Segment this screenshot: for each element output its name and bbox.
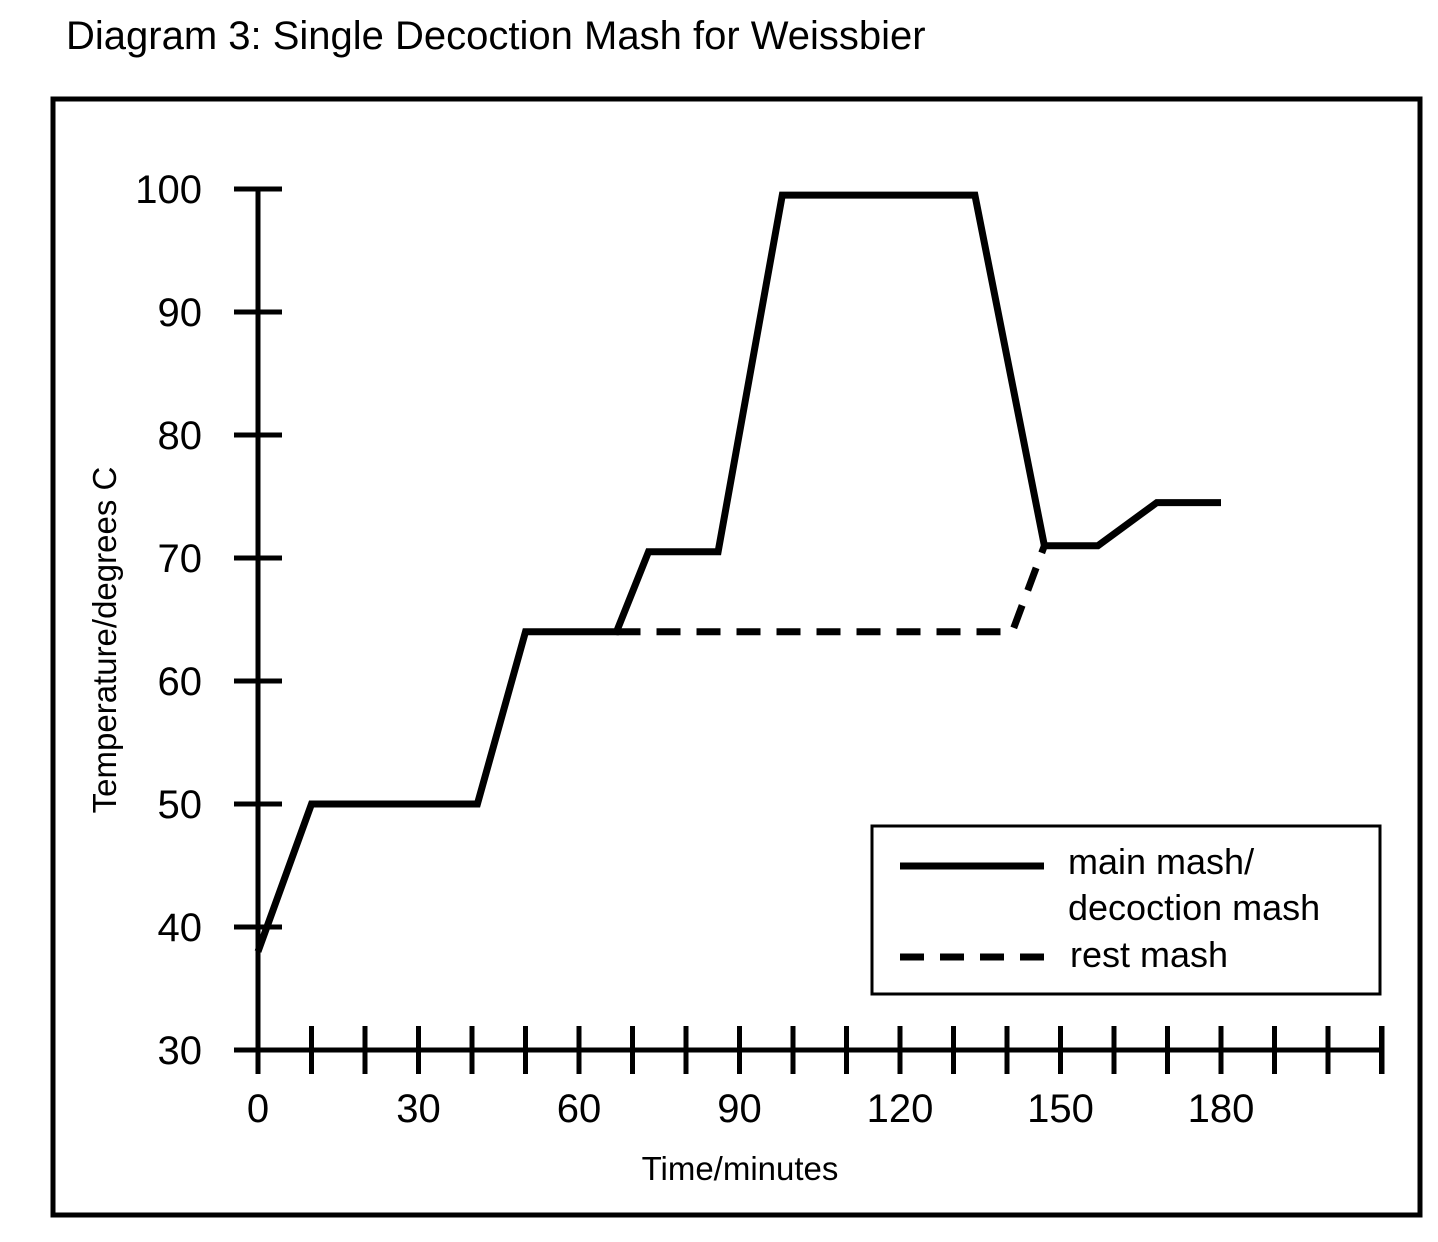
y-tick-label: 80 [158, 414, 203, 458]
x-tick-label: 60 [557, 1087, 602, 1131]
legend-label-rest-mash: rest mash [1070, 934, 1228, 975]
chart-frame [50, 96, 1423, 1218]
y-tick-label: 70 [158, 537, 203, 581]
legend-label-main-mash-line1: main mash/ [1068, 841, 1254, 882]
legend: main mash/ decoction mash rest mash [870, 824, 1382, 996]
axes: 30 40 50 60 70 80 90 100 0 30 60 90 120 150 180 Time/mi… [86, 168, 1385, 1187]
y-tick-label: 100 [135, 168, 202, 212]
legend-box [870, 824, 1382, 996]
y-axis-label: Temperature/degrees C [86, 467, 123, 814]
x-axis-label: Time/minutes [642, 1150, 839, 1187]
y-tick-label: 60 [158, 660, 203, 704]
y-tick-label: 50 [158, 783, 203, 827]
x-tick-label: 150 [1027, 1087, 1094, 1131]
x-tick-label: 180 [1188, 1087, 1255, 1131]
y-tick-label: 90 [158, 291, 203, 335]
y-tick-label: 30 [158, 1029, 203, 1073]
x-tick-label: 30 [396, 1087, 441, 1131]
y-tick-label: 40 [158, 906, 203, 950]
series-line-rest-mash [616, 544, 1048, 636]
series-layer [254, 191, 1221, 953]
chart-title: Diagram 3: Single Decoction Mash for Wei… [66, 14, 926, 58]
x-tick-label: 0 [247, 1087, 269, 1131]
legend-label-main-mash-line2: decoction mash [1068, 887, 1320, 928]
x-tick-label: 120 [867, 1087, 934, 1131]
x-tick-label: 90 [717, 1087, 762, 1131]
series-line-main-mash [254, 191, 1221, 953]
